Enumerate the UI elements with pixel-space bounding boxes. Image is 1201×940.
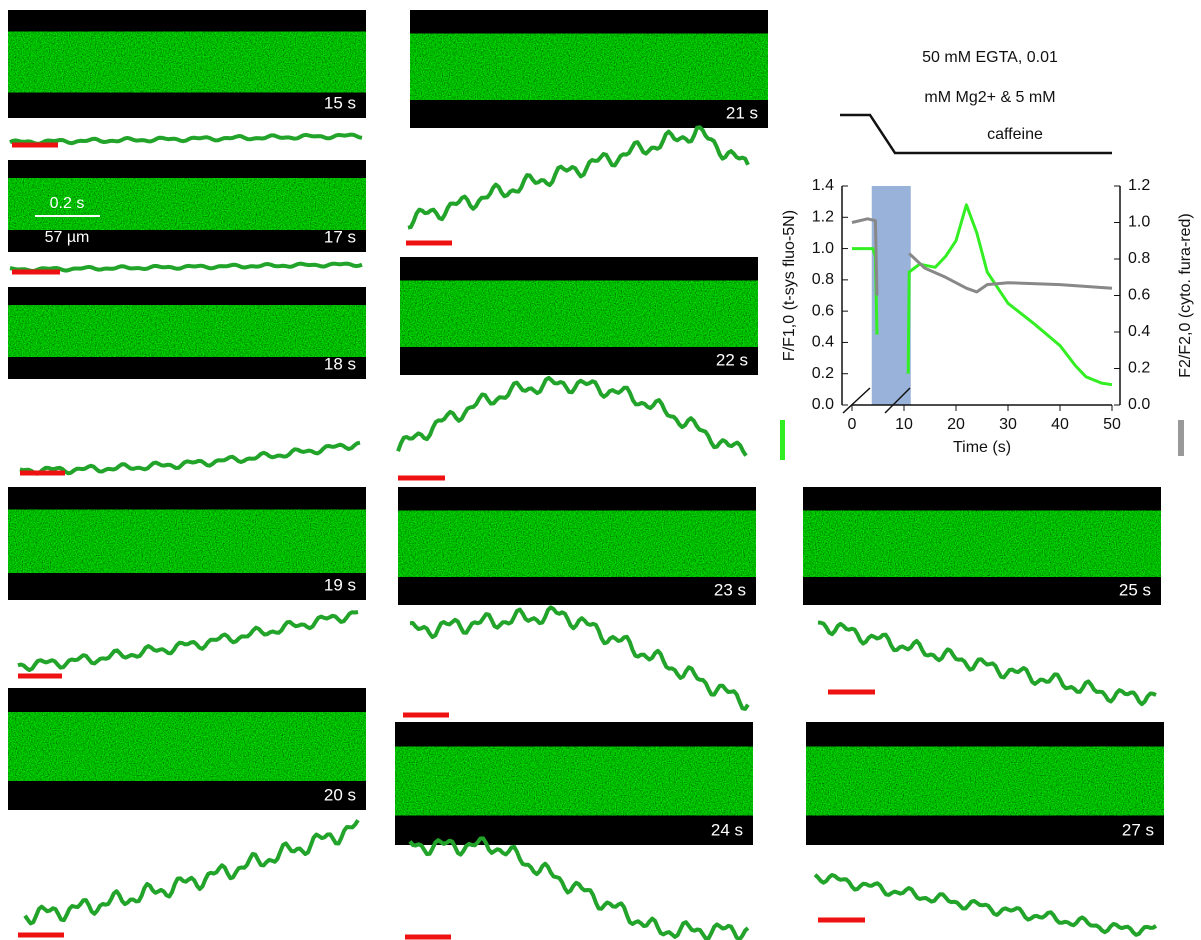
time-label: 24 s: [711, 820, 743, 839]
y2-tick-label: 0.0: [1128, 396, 1150, 413]
axis-break: [884, 387, 911, 414]
cell-band: [8, 712, 366, 781]
chart: 50 mM EGTA, 0.01 mM Mg2+ & 5 mM caffeine…: [780, 49, 1194, 460]
annotation: caffeine: [987, 126, 1043, 143]
y2-tick-label: 0.6: [1128, 287, 1150, 304]
y-tick-label: 0.6: [812, 302, 834, 319]
cell-band: [410, 33, 768, 100]
cell-band: [8, 31, 366, 93]
annotation: mM Mg2+ & 5 mM: [924, 89, 1055, 106]
cell-band: [806, 746, 1164, 816]
time-label: 17 s: [324, 227, 356, 246]
y-tick-label: 0.4: [812, 334, 834, 351]
solution-trace: [840, 113, 1112, 155]
y2-tick-label: 0.8: [1128, 250, 1150, 267]
intensity-profile: [19, 440, 361, 476]
x-tick-label: 50: [1103, 416, 1121, 433]
intensity-profile: [9, 132, 363, 146]
cell-band: [8, 509, 366, 573]
y-tick-label: 1.4: [812, 177, 834, 194]
time-label: 21 s: [726, 103, 758, 122]
y2-tick-label: 0.2: [1128, 360, 1150, 377]
time-label: 18 s: [324, 354, 356, 373]
time-label: 25 s: [1119, 580, 1151, 599]
y-tick-label: 1.2: [812, 209, 834, 226]
cell-band: [8, 305, 366, 357]
time-label: 15 s: [324, 93, 356, 112]
legend-swatch: [780, 420, 785, 460]
scale-bar-length: 57 µm: [45, 229, 90, 246]
x-tick-label: 40: [1051, 416, 1069, 433]
image-panels: 15 s 17 s 18 s 19 s 20 s 21 s 22 s 23 s 24 s 25 s…: [8, 10, 1164, 940]
x-tick-label: 30: [999, 416, 1017, 433]
x-tick-label: 20: [947, 416, 965, 433]
x-axis-label: Time (s): [953, 439, 1011, 456]
annotation: 50 mM EGTA, 0.01: [922, 49, 1058, 66]
x-tick-label: 10: [895, 416, 913, 433]
intensity-profile: [409, 605, 750, 711]
intensity-profile: [407, 125, 750, 230]
y2-tick-label: 0.4: [1128, 323, 1150, 340]
data-line: [851, 217, 1113, 296]
axis-break: [842, 387, 871, 414]
cell-band: [8, 178, 366, 230]
y2-tick-label: 1.0: [1128, 214, 1150, 231]
cell-band: [803, 510, 1161, 577]
y-tick-label: 0.0: [812, 396, 834, 413]
cell-band: [398, 510, 756, 577]
intensity-profile: [396, 375, 748, 457]
y-tick-label: 1.0: [812, 240, 834, 257]
intensity-profile: [408, 836, 750, 940]
shaded-region: [871, 186, 911, 405]
y2-axis-label: F2/F2,0 (cyto. fura-red): [1177, 213, 1194, 378]
cell-band: [395, 746, 753, 816]
y-axis-label: F/F1,0 (t-sys fluo-5N): [781, 210, 798, 361]
intensity-profile: [9, 261, 363, 274]
time-label: 23 s: [714, 580, 746, 599]
intensity-profile: [813, 873, 1158, 937]
y-tick-label: 0.8: [812, 271, 834, 288]
time-label: 19 s: [324, 575, 356, 594]
y2-tick-label: 1.2: [1128, 177, 1150, 194]
time-label: 27 s: [1122, 820, 1154, 839]
time-label: 22 s: [716, 350, 748, 369]
intensity-profile: [17, 610, 359, 673]
x-tick-label: 0: [848, 416, 857, 433]
time-label: 20 s: [324, 785, 356, 804]
legend-swatch: [1178, 420, 1184, 456]
scale-bar-time: 0.2 s: [50, 195, 85, 212]
intensity-profile: [23, 819, 360, 926]
y-tick-label: 0.2: [812, 365, 834, 382]
intensity-profile: [817, 620, 1157, 707]
cell-band: [400, 280, 758, 347]
